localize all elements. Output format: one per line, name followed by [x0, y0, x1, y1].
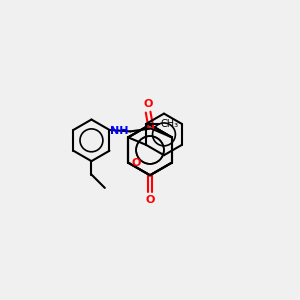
Text: O: O — [145, 195, 155, 205]
Text: NH: NH — [110, 126, 129, 136]
Text: O: O — [132, 158, 141, 168]
Text: O: O — [143, 98, 153, 109]
Text: CH₃: CH₃ — [161, 119, 179, 129]
